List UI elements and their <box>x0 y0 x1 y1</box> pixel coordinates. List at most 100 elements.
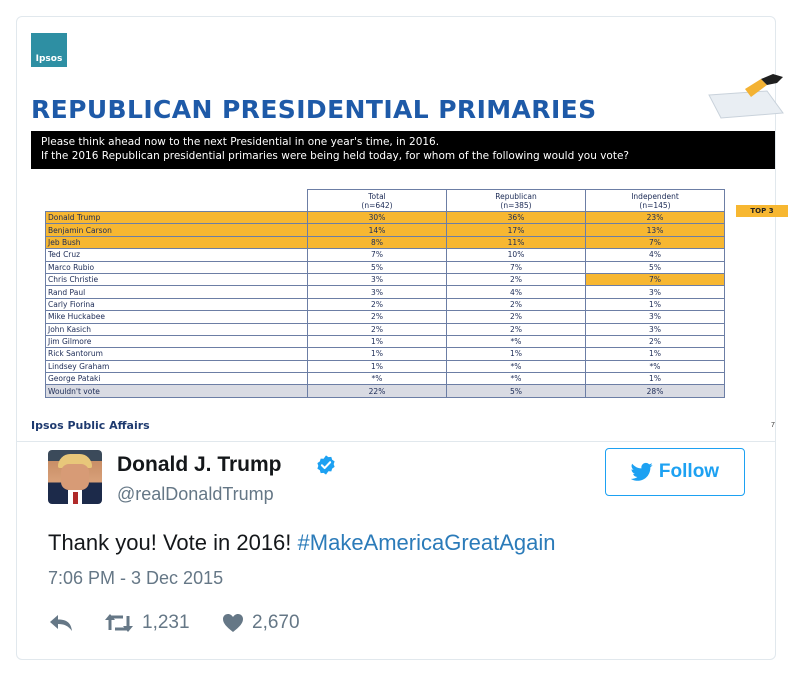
table-row: Donald Trump 30% 36% 23% <box>45 210 725 225</box>
column-header-total: Total (n=642) <box>307 189 447 212</box>
cell-total: 30% <box>307 210 447 225</box>
cell-total: *% <box>307 372 447 386</box>
retweet-icon <box>105 614 133 632</box>
reply-icon <box>50 615 72 631</box>
cell-republican: 11% <box>446 235 586 250</box>
cell-total: 14% <box>307 223 447 237</box>
candidate-name: Mike Huckabee <box>45 310 308 324</box>
cell-republican: 7% <box>446 260 586 274</box>
candidate-name: John Kasich <box>45 322 308 336</box>
cell-independent: *% <box>585 359 725 374</box>
candidate-name: Benjamin Carson <box>45 223 308 237</box>
cell-republican: 10% <box>446 248 586 262</box>
retweet-count: 1,231 <box>142 612 190 633</box>
candidate-name: Jim Gilmore <box>45 334 308 349</box>
cell-independent: 2% <box>585 334 725 349</box>
cell-independent: 7% <box>585 235 725 250</box>
cell-total: 1% <box>307 359 447 374</box>
heart-icon <box>223 614 243 632</box>
cell-republican: 17% <box>446 223 586 237</box>
candidate-name: Wouldn't vote <box>45 384 308 398</box>
table-row: Marco Rubio 5% 7% 5% <box>45 260 725 274</box>
cell-independent: 3% <box>585 285 725 299</box>
cell-republican: 2% <box>446 297 586 312</box>
table-header-row: Total (n=642) Republican (n=385) Independe… <box>45 189 725 212</box>
cell-independent: 7% <box>585 272 725 287</box>
table-row: Mike Huckabee 2% 2% 3% <box>45 310 725 324</box>
cell-total: 22% <box>307 384 447 398</box>
table-row: Rick Santorum 1% 1% 1% <box>45 347 725 361</box>
table-row: Wouldn't vote 22% 5% 28% <box>45 384 725 398</box>
cell-republican: 2% <box>446 272 586 287</box>
divider <box>17 441 775 442</box>
follow-button[interactable]: Follow <box>605 448 745 496</box>
cell-total: 3% <box>307 285 447 299</box>
poll-question: Please think ahead now to the next Presi… <box>31 131 775 169</box>
cell-independent: 3% <box>585 322 725 336</box>
cell-republican: 2% <box>446 322 586 336</box>
verified-badge-icon <box>317 455 335 475</box>
cell-independent: 1% <box>585 297 725 312</box>
cell-independent: 1% <box>585 347 725 361</box>
cell-total: 1% <box>307 347 447 361</box>
cell-republican: *% <box>446 359 586 374</box>
cell-total: 2% <box>307 322 447 336</box>
avatar[interactable] <box>48 450 102 504</box>
cell-republican: *% <box>446 372 586 386</box>
user-handle[interactable]: @realDonaldTrump <box>117 484 274 504</box>
candidate-name: Jeb Bush <box>45 235 308 250</box>
table-row: Chris Christie 3% 2% 7% <box>45 272 725 287</box>
candidate-name: Rand Paul <box>45 285 308 299</box>
candidate-name: George Pataki <box>45 372 308 386</box>
like-count: 2,670 <box>252 612 300 633</box>
table-row: Ted Cruz 7% 10% 4% <box>45 248 725 262</box>
hashtag-link[interactable]: #MakeAmericaGreatAgain <box>297 530 556 555</box>
column-header-republican: Republican (n=385) <box>446 189 586 212</box>
candidate-name: Lindsey Graham <box>45 359 308 374</box>
cell-republican: 1% <box>446 347 586 361</box>
tweet-card: Ipsos REPUBLICAN PRESIDENTIAL PRIMARIES … <box>16 16 788 660</box>
tweet-attached-image[interactable]: Ipsos REPUBLICAN PRESIDENTIAL PRIMARIES … <box>31 31 788 439</box>
slide-footer: Ipsos Public Affairs <box>31 419 150 432</box>
twitter-bird-icon <box>630 462 653 481</box>
table-row: Jim Gilmore 1% *% 2% <box>45 334 725 349</box>
poll-table-body: Donald Trump 30% 36% 23% Benjamin Carson 14% 1… <box>45 210 725 398</box>
table-row: George Pataki *% *% 1% <box>45 372 725 386</box>
top3-legend: TOP 3 <box>736 205 788 217</box>
tweet-actions: 1,231 2,670 <box>48 609 322 637</box>
cell-total: 2% <box>307 297 447 312</box>
tweet-timestamp[interactable]: 7:06 PM - 3 Dec 2015 <box>48 568 224 588</box>
cell-independent: 5% <box>585 260 725 274</box>
header-blank <box>45 189 308 212</box>
cell-independent: 1% <box>585 372 725 386</box>
candidate-name: Carly Fiorina <box>45 297 308 312</box>
tweet-text: Thank you! Vote in 2016! #MakeAmericaGre… <box>48 530 556 555</box>
cell-total: 7% <box>307 248 447 262</box>
cell-republican: 5% <box>446 384 586 398</box>
cell-total: 1% <box>307 334 447 349</box>
candidate-name: Ted Cruz <box>45 248 308 262</box>
slide-page-number: 7 <box>771 422 775 429</box>
cell-total: 3% <box>307 272 447 287</box>
ballot-box-icon <box>708 74 784 119</box>
table-row: Jeb Bush 8% 11% 7% <box>45 235 725 250</box>
candidate-name: Rick Santorum <box>45 347 308 361</box>
poll-table: Total (n=642) Republican (n=385) Independe… <box>45 189 725 398</box>
cell-independent: 4% <box>585 248 725 262</box>
cell-total: 8% <box>307 235 447 250</box>
display-name[interactable]: Donald J. Trump <box>117 453 282 476</box>
reply-button[interactable] <box>48 612 104 634</box>
cell-total: 5% <box>307 260 447 274</box>
cell-republican: 36% <box>446 210 586 225</box>
cell-independent: 13% <box>585 223 725 237</box>
retweet-button[interactable]: 1,231 <box>104 612 222 634</box>
cell-republican: 2% <box>446 310 586 324</box>
table-row: John Kasich 2% 2% 3% <box>45 322 725 336</box>
table-row: Carly Fiorina 2% 2% 1% <box>45 297 725 312</box>
candidate-name: Donald Trump <box>45 210 308 225</box>
cell-total: 2% <box>307 310 447 324</box>
ipsos-logo: Ipsos <box>31 33 67 67</box>
like-button[interactable]: 2,670 <box>222 612 322 634</box>
cell-independent: 3% <box>585 310 725 324</box>
table-row: Benjamin Carson 14% 17% 13% <box>45 223 725 237</box>
